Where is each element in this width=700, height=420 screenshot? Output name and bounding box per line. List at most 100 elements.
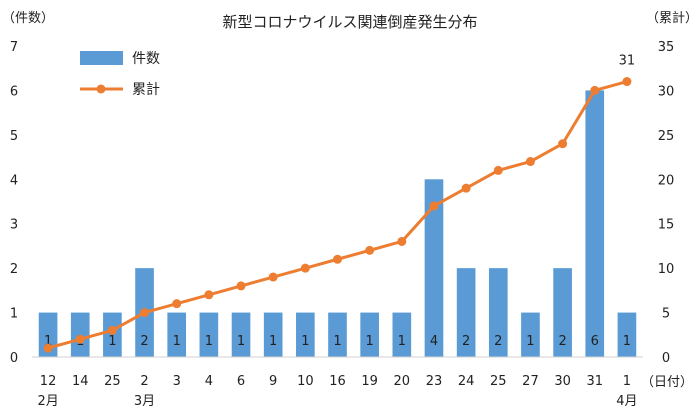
bar-value-label: 1	[333, 334, 341, 349]
x-tick-label: 20	[394, 374, 411, 389]
cumulative-point	[397, 236, 407, 246]
y-tick-right: 15	[658, 218, 675, 233]
x-tick-label: 10	[297, 374, 314, 389]
y-tick-left: 5	[10, 129, 18, 144]
x-axis-label: （日付）	[641, 375, 693, 390]
x-tick-label: 14	[72, 374, 89, 389]
cumulative-point	[493, 165, 503, 175]
y-tick-right: 10	[658, 262, 675, 277]
y-tick-left: 1	[10, 307, 18, 322]
cumulative-point	[75, 334, 85, 344]
cumulative-point	[622, 77, 632, 87]
x-tick-label: 23	[426, 374, 443, 389]
cumulative-point	[236, 281, 246, 291]
cumulative-point	[525, 157, 535, 167]
bar-value-label: 1	[366, 334, 374, 349]
cumulative-point	[590, 85, 600, 95]
cumulative-point	[558, 139, 568, 149]
bar-value-label: 1	[237, 334, 245, 349]
bar	[488, 268, 508, 357]
bar	[553, 268, 572, 357]
y-tick-right: 35	[658, 40, 675, 55]
legend-line-label: 累計	[132, 82, 160, 98]
x-tick-label: 2	[140, 374, 148, 389]
bar	[263, 312, 283, 357]
x-tick-label: 25	[490, 374, 507, 389]
bar	[231, 312, 251, 357]
bar-value-label: 1	[301, 334, 309, 349]
x-tick-label: 1	[623, 374, 631, 389]
cumulative-point	[43, 343, 53, 353]
cumulative-point	[365, 245, 375, 255]
x-tick-label: 24	[458, 374, 475, 389]
x-tick-label: 6	[237, 374, 245, 389]
bar-value-label: 1	[173, 334, 181, 349]
y-axis-label-left: （件数）	[2, 11, 54, 26]
y-tick-right: 30	[658, 84, 675, 99]
y-axis-label-right: （累計）	[646, 10, 698, 26]
bar	[328, 312, 347, 357]
bar-value-label: 1	[44, 334, 52, 349]
bar-value-label: 2	[140, 334, 148, 349]
cumulative-point	[172, 299, 182, 309]
bar-value-label: 6	[591, 334, 599, 349]
x-tick-label: 30	[554, 374, 571, 389]
cumulative-point	[429, 201, 439, 211]
bar-value-label: 1	[205, 334, 213, 349]
bar-value-label: 2	[494, 334, 502, 349]
bar	[424, 179, 444, 357]
bar	[296, 312, 315, 357]
bar	[167, 312, 187, 357]
bar-value-label: 1	[269, 334, 277, 349]
cumulative-line	[47, 80, 628, 350]
cumulative-point	[461, 183, 471, 193]
x-tick-label: 19	[361, 374, 378, 389]
bar-value-label: 1	[623, 334, 631, 349]
plot-area: 0123456705101520253035111211111111422126…	[10, 40, 674, 409]
x-tick-label: 4	[205, 374, 213, 389]
y-tick-left: 6	[10, 84, 18, 99]
x-month-label: 4月	[616, 394, 637, 409]
cumulative-point	[300, 263, 310, 273]
x-tick-label: 27	[522, 374, 539, 389]
y-tick-left: 0	[10, 351, 18, 366]
y-tick-left: 7	[10, 40, 18, 55]
bar-value-label: 4	[430, 334, 438, 349]
x-tick-label: 12	[40, 374, 57, 389]
bar	[199, 312, 219, 357]
y-tick-left: 2	[10, 262, 18, 277]
x-month-label: 3月	[134, 394, 155, 409]
legend-bar-swatch	[80, 51, 123, 65]
x-tick-label: 3	[173, 374, 181, 389]
cumulative-point	[107, 325, 117, 335]
bar	[617, 312, 637, 357]
bar	[585, 90, 605, 357]
x-month-label: 2月	[37, 394, 58, 409]
cumulative-end-label: 31	[619, 54, 636, 69]
bar	[456, 268, 476, 357]
bar-value-label: 1	[526, 334, 534, 349]
chart-title: 新型コロナウイルス関連倒産発生分布	[222, 13, 477, 31]
y-tick-left: 4	[10, 173, 18, 188]
legend-bar-label: 件数	[132, 51, 160, 67]
y-tick-right: 0	[662, 351, 670, 366]
y-tick-left: 3	[10, 218, 18, 233]
y-tick-right: 20	[658, 173, 675, 188]
cumulative-point	[333, 254, 342, 264]
legend-line-marker	[96, 84, 106, 94]
y-tick-right: 25	[658, 129, 675, 144]
x-tick-label: 25	[104, 374, 121, 389]
cumulative-point	[140, 308, 150, 318]
bar	[360, 312, 379, 357]
x-tick-label: 31	[586, 374, 603, 389]
bar-value-label: 2	[462, 334, 470, 349]
bar	[392, 312, 412, 357]
legend: 件数 累計	[80, 51, 160, 98]
x-tick-label: 16	[329, 374, 346, 389]
bar	[521, 312, 540, 357]
x-tick-label: 9	[269, 374, 277, 389]
y-tick-right: 5	[662, 307, 670, 322]
cumulative-point	[268, 272, 278, 282]
bar-value-label: 1	[398, 334, 406, 349]
